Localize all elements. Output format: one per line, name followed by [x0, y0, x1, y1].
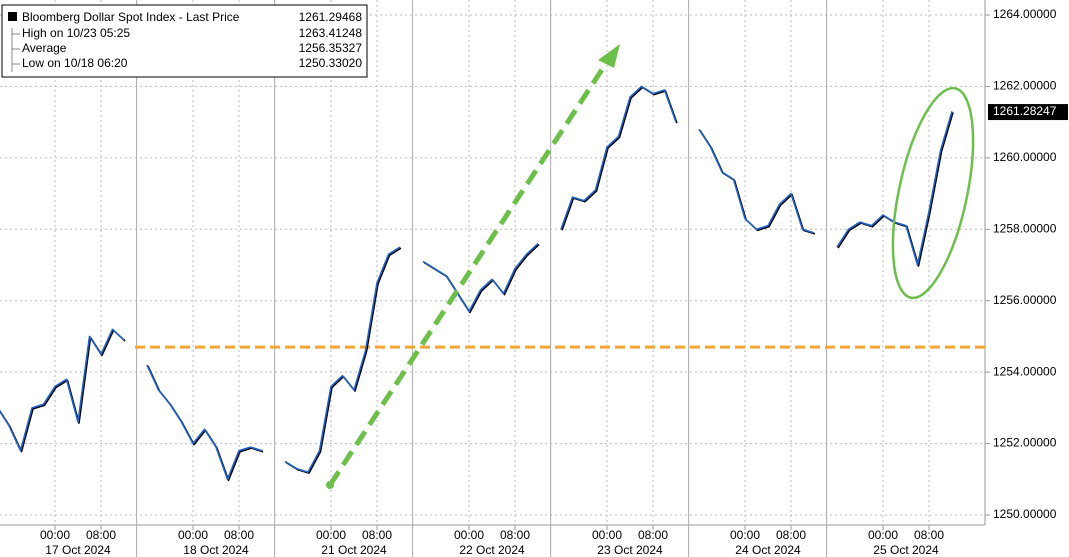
x-tick-label: 08:00 — [224, 528, 254, 542]
legend-value: 1250.33020 — [299, 56, 363, 70]
x-group-label: 23 Oct 2024 — [597, 543, 663, 557]
y-tick-label: 1262.00000 — [993, 79, 1057, 93]
y-tick-label: 1264.00000 — [993, 7, 1057, 21]
price-line — [0, 85, 953, 481]
legend-box — [1, 4, 368, 78]
arrow-head — [598, 44, 620, 68]
last-value-tag — [988, 104, 1068, 121]
y-tick-label: 1256.00000 — [993, 293, 1057, 307]
legend-label: High on 10/23 05:25 — [22, 26, 130, 40]
y-tick-label: 1258.00000 — [993, 221, 1057, 235]
legend-title: Bloomberg Dollar Spot Index - Last Price — [22, 10, 240, 24]
x-tick-label: 00:00 — [316, 528, 346, 542]
x-group-label: 17 Oct 2024 — [45, 543, 111, 557]
x-group-label: 21 Oct 2024 — [321, 543, 387, 557]
x-tick-label: 00:00 — [868, 528, 898, 542]
x-group-label: 24 Oct 2024 — [735, 543, 801, 557]
legend: Bloomberg Dollar Spot Index - Last Price… — [1, 4, 368, 78]
x-tick-label: 08:00 — [86, 528, 116, 542]
arrow-start — [326, 481, 334, 489]
x-tick-label: 08:00 — [776, 528, 806, 542]
y-tick-label: 1250.00000 — [993, 507, 1057, 521]
x-tick-label: 00:00 — [454, 528, 484, 542]
legend-label: Average — [22, 41, 67, 55]
legend-title-value: 1261.29468 — [299, 10, 363, 24]
x-tick-label: 08:00 — [638, 528, 668, 542]
legend-swatch — [8, 12, 17, 21]
legend-value: 1256.35327 — [299, 41, 363, 55]
x-tick-label: 00:00 — [730, 528, 760, 542]
legend-value: 1263.41248 — [299, 26, 363, 40]
x-tick-label: 00:00 — [592, 528, 622, 542]
last-value-label: 1261.28247 — [993, 104, 1057, 118]
y-tick-label: 1260.00000 — [993, 150, 1057, 164]
x-tick-label: 00:00 — [178, 528, 208, 542]
y-tick-label: 1252.00000 — [993, 436, 1057, 450]
x-tick-label: 00:00 — [40, 528, 70, 542]
x-tick-label: 08:00 — [500, 528, 530, 542]
x-group-label: 18 Oct 2024 — [183, 543, 249, 557]
x-tick-label: 08:00 — [914, 528, 944, 542]
marks: 1261.28247 — [0, 85, 1068, 481]
x-group-label: 22 Oct 2024 — [459, 543, 525, 557]
trend-arrow — [327, 60, 610, 487]
y-tick-label: 1254.00000 — [993, 364, 1057, 378]
legend-label: Low on 10/18 06:20 — [22, 56, 128, 70]
highlight-ellipse — [891, 86, 975, 300]
x-group-label: 25 Oct 2024 — [873, 543, 939, 557]
x-tick-label: 08:00 — [362, 528, 392, 542]
